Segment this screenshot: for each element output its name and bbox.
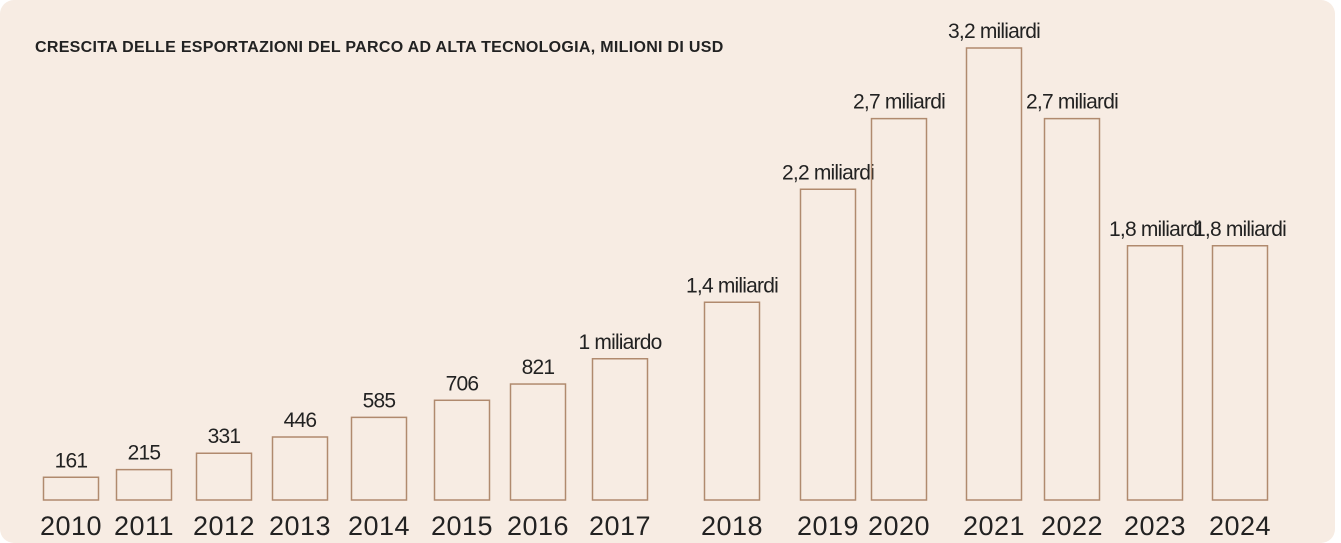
x-tick-label: 2016 xyxy=(507,511,569,541)
x-tick-label: 2020 xyxy=(868,511,930,541)
value-label: 3,2 miliardi xyxy=(948,20,1040,43)
x-tick-label: 2013 xyxy=(269,511,331,541)
value-label: 1 miliardo xyxy=(578,331,661,354)
value-label: 446 xyxy=(284,409,317,432)
bar xyxy=(350,416,408,501)
x-tick-label: 2010 xyxy=(40,511,102,541)
bar xyxy=(42,476,100,501)
bar xyxy=(195,452,253,501)
bar xyxy=(1126,245,1184,501)
bar xyxy=(509,383,567,501)
bar xyxy=(591,358,649,501)
value-label: 1,8 miliardi xyxy=(1109,218,1201,241)
value-label: 161 xyxy=(55,449,88,472)
x-tick-label: 2017 xyxy=(589,511,651,541)
x-tick-label: 2023 xyxy=(1124,511,1186,541)
bar xyxy=(271,436,329,501)
value-label: 1,4 miliardi xyxy=(686,274,778,297)
chart-title: CRESCITA DELLE ESPORTAZIONI DEL PARCO AD… xyxy=(35,39,724,56)
bar xyxy=(799,188,857,501)
value-label: 2,2 miliardi xyxy=(782,161,874,184)
bar xyxy=(1211,245,1269,501)
value-label: 706 xyxy=(446,372,479,395)
bar xyxy=(1043,117,1101,501)
value-label: 331 xyxy=(208,425,241,448)
value-label: 821 xyxy=(522,356,555,379)
x-tick-label: 2019 xyxy=(797,511,859,541)
value-label: 2,7 miliardi xyxy=(1026,91,1118,114)
bar xyxy=(870,117,928,501)
x-tick-label: 2015 xyxy=(431,511,493,541)
bar xyxy=(115,468,173,501)
x-tick-label: 2024 xyxy=(1209,511,1271,541)
bar xyxy=(433,399,491,501)
value-label: 1,8 miliardi xyxy=(1194,218,1286,241)
x-tick-label: 2022 xyxy=(1041,511,1103,541)
value-label: 2,7 miliardi xyxy=(853,91,945,114)
x-tick-label: 2012 xyxy=(193,511,255,541)
x-tick-label: 2018 xyxy=(701,511,763,541)
bar xyxy=(703,301,761,501)
x-tick-label: 2014 xyxy=(348,511,410,541)
x-tick-label: 2011 xyxy=(114,511,174,541)
value-label: 585 xyxy=(363,389,396,412)
value-label: 215 xyxy=(128,442,161,465)
x-tick-label: 2021 xyxy=(963,511,1025,541)
bar xyxy=(965,47,1023,501)
